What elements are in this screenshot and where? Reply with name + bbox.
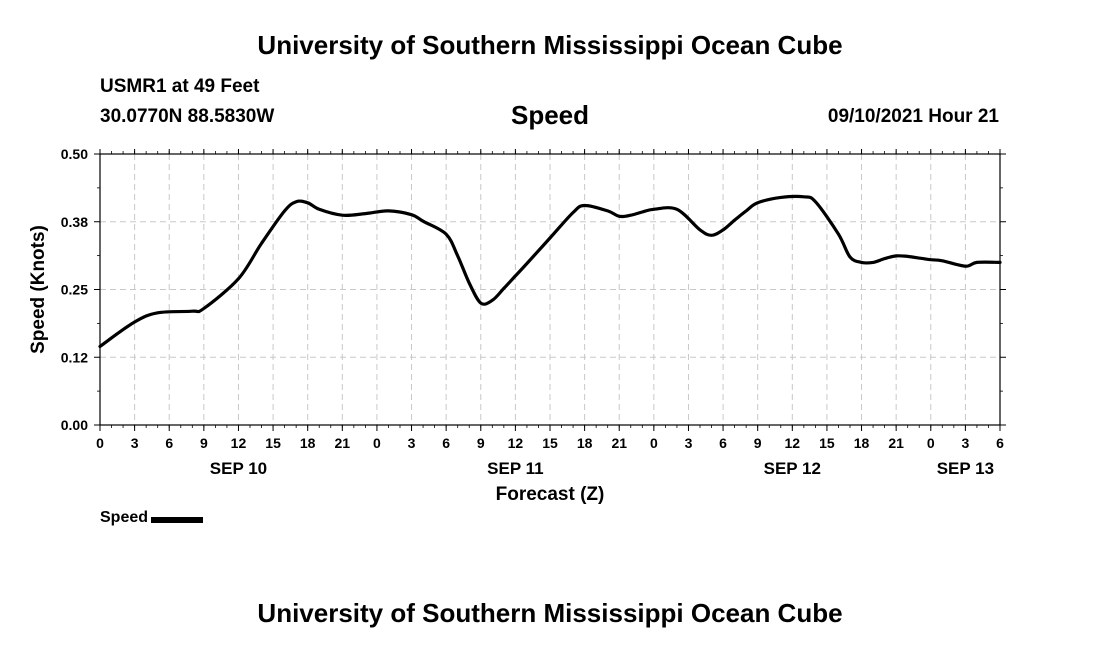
date-label: SEP 13 — [937, 459, 994, 478]
y-tick-label: 0.50 — [61, 146, 88, 162]
legend-label: Speed — [100, 509, 149, 526]
x-tick-label: 21 — [611, 435, 627, 451]
x-tick-label: 0 — [927, 435, 935, 451]
x-tick-label: 12 — [231, 435, 247, 451]
x-tick-label: 3 — [961, 435, 969, 451]
date-label: SEP 10 — [210, 459, 267, 478]
x-tick-label: 21 — [335, 435, 351, 451]
x-tick-label: 21 — [888, 435, 904, 451]
x-tick-label: 3 — [408, 435, 416, 451]
x-tick-label: 6 — [165, 435, 173, 451]
x-tick-label: 0 — [373, 435, 381, 451]
x-axis-title: Forecast (Z) — [496, 484, 605, 505]
x-tick-label: 18 — [854, 435, 870, 451]
y-tick-label: 0.12 — [61, 349, 88, 365]
date-label: SEP 11 — [487, 459, 543, 478]
x-tick-label: 9 — [754, 435, 762, 451]
x-tick-label: 6 — [442, 435, 450, 451]
series-line-speed — [98, 194, 1002, 348]
forecast-datetime: 09/10/2021 Hour 21 — [827, 106, 999, 127]
y-tick-label: 0.00 — [61, 417, 88, 433]
x-tick-label: 18 — [300, 435, 316, 451]
x-tick-label: 3 — [685, 435, 693, 451]
plot-title: Speed — [510, 100, 590, 130]
x-tick-label: 12 — [508, 435, 524, 451]
legend: Speed — [100, 509, 204, 527]
station-coordinates: 30.0770N 88.5830W — [100, 106, 275, 127]
x-tick-label: 15 — [265, 435, 281, 451]
page-title: University of Southern Mississippi Ocean… — [257, 30, 843, 60]
x-tick-label: 6 — [719, 435, 727, 451]
x-tick-label: 9 — [200, 435, 208, 451]
y-tick-label: 0.25 — [61, 282, 88, 298]
footer-title: University of Southern Mississippi Ocean… — [257, 598, 843, 628]
x-tick-label: 0 — [650, 435, 658, 451]
legend-swatch — [151, 516, 204, 523]
x-tick-label: 3 — [131, 435, 139, 451]
date-label: SEP 12 — [764, 459, 821, 478]
x-tick-label: 15 — [542, 435, 558, 451]
y-tick-label: 0.38 — [61, 214, 88, 230]
x-tick-label: 15 — [819, 435, 835, 451]
y-axis-title: Speed (Knots) — [28, 225, 49, 354]
x-tick-label: 0 — [96, 435, 104, 451]
station-label: USMR1 at 49 Feet — [100, 76, 260, 97]
grid — [100, 154, 1000, 425]
x-tick-label: 12 — [785, 435, 801, 451]
x-tick-label: 18 — [577, 435, 593, 451]
x-tick-label: 9 — [477, 435, 485, 451]
x-tick-label: 6 — [996, 435, 1004, 451]
